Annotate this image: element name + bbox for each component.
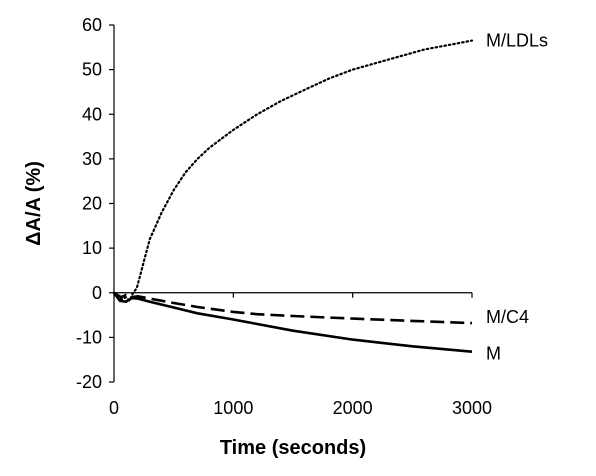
series-layer [112,39,474,353]
y-tick-label: 0 [92,283,102,303]
series-line-m-ldls [112,39,474,302]
y-tick-label: 20 [82,194,102,214]
y-tick-label: 50 [82,60,102,80]
x-axis-ticks: 0 1000 2000 3000 [109,292,492,418]
series-label-m-ldls: M/LDLs [486,31,548,51]
x-axis-title: Time (seconds) [220,437,366,459]
x-tick-label: 2000 [333,398,373,418]
y-axis-ticks: -20 -10 0 10 20 30 40 50 60 [76,15,114,392]
series-line-m-c4 [113,291,473,325]
y-tick-label: 30 [82,149,102,169]
x-tick-label: 0 [109,398,119,418]
y-axis-title: ΔA/A (%) [23,161,45,246]
series-labels: M/LDLs M/C4 M [486,31,548,364]
y-tick-label: -10 [76,327,102,347]
y-tick-label: 40 [82,104,102,124]
series-line-m [112,292,473,353]
series-label-m-c4: M/C4 [486,307,529,327]
x-tick-label: 1000 [213,398,253,418]
y-tick-label: 60 [82,15,102,35]
y-tick-label: -20 [76,372,102,392]
y-tick-label: 10 [82,238,102,258]
x-tick-label: 3000 [452,398,492,418]
series-label-m: M [486,344,501,364]
